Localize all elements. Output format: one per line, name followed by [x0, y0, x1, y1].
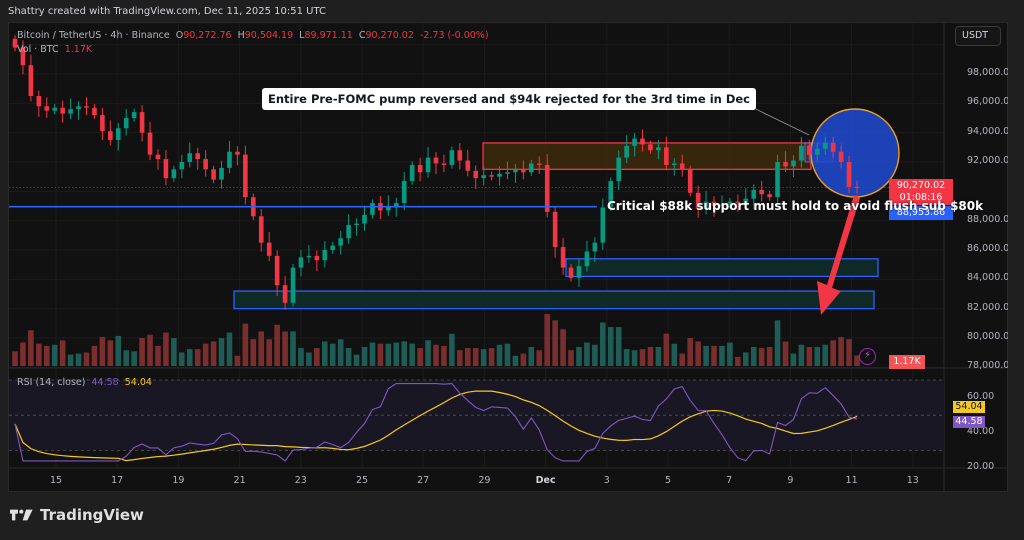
time-axis-label: 21 — [233, 475, 246, 486]
currency-button[interactable]: USDT — [955, 26, 1001, 46]
time-axis-label: 15 — [49, 475, 63, 486]
time-axis-label: 17 — [111, 475, 124, 486]
brand-name: TradingView — [40, 506, 144, 524]
symbol-exchange: Binance — [131, 30, 170, 41]
rsi-axis-label: 60.00 — [967, 390, 995, 402]
price-axis-label: 96,000.00 — [967, 96, 1016, 108]
rsi-legend: RSI (14, close) 44.58 54.04 — [17, 377, 152, 388]
tradingview-logo[interactable]: TradingView — [10, 506, 144, 524]
ohlc-open: 90,272.76 — [183, 30, 232, 41]
rsi-axis-label: 40.00 — [967, 425, 995, 437]
price-axis-label: 92,000.00 — [967, 155, 1016, 166]
rsi-label[interactable]: RSI (14, close) — [17, 377, 86, 388]
rsi-value-tag: 44.58 — [953, 416, 985, 428]
price-axis-label: 88,000.00 — [967, 213, 1016, 225]
ohlc-close: 90,270.02 — [365, 30, 414, 41]
time-axis-label: 7 — [726, 475, 733, 486]
rsi-axis-label: 20.00 — [967, 461, 995, 472]
last-price-tag: 90,270.02 01:08:16 — [889, 179, 953, 205]
ohlc-low: 89,971.11 — [304, 30, 353, 41]
time-axis-label: 13 — [906, 475, 919, 486]
callout-fomc-rejection[interactable]: Entire Pre-FOMC pump reversed and $94k r… — [262, 88, 757, 110]
tradingview-logo-icon — [10, 509, 33, 521]
symbol-interval: 4h — [110, 30, 123, 41]
price-axis-label: 86,000.00 — [967, 243, 1016, 254]
price-axis-label: 84,000.00 — [967, 272, 1016, 284]
time-axis-label: 11 — [845, 475, 858, 486]
symbol-legend: Bitcoin / TetherUS · 4h · Binance O90,27… — [17, 30, 489, 55]
rsi-value: 44.58 — [91, 377, 119, 388]
time-axis-label: 19 — [172, 475, 185, 486]
price-axis-label: 98,000.00 — [967, 67, 1016, 78]
time-axis-label: 27 — [417, 475, 430, 486]
time-axis-label: Dec — [535, 475, 556, 486]
rsi-ma-tag: 54.04 — [953, 401, 985, 413]
volume-tag: 1.17K — [889, 355, 925, 369]
price-chart-canvas[interactable] — [9, 23, 1009, 493]
support-annotation-text[interactable]: Critical $88k support must hold to avoid… — [607, 199, 984, 213]
ohlc-high: 90,504.19 — [244, 30, 294, 41]
symbol-name[interactable]: Bitcoin / TetherUS — [17, 30, 102, 41]
window-edge — [1008, 22, 1024, 492]
price-axis-label: 78,000.00 — [967, 360, 1016, 372]
price-axis-label: 82,000.00 — [967, 301, 1016, 313]
ohlc-change: -2.73 (-0.00%) — [419, 30, 489, 41]
chart-pane[interactable]: Bitcoin / TetherUS · 4h · Binance O90,27… — [8, 22, 1015, 493]
support-price-tag: 88,953.86 — [889, 206, 953, 220]
snapshot-credit: Shattry created with TradingView.com, De… — [8, 6, 326, 17]
price-axis-label: 94,000.00 — [967, 125, 1016, 137]
volume-label[interactable]: Vol · BTC — [17, 44, 59, 55]
bar-countdown: 01:08:16 — [899, 192, 943, 203]
lightning-icon[interactable]: ⚡ — [859, 348, 876, 365]
price-axis-label: 80,000.00 — [967, 331, 1016, 342]
time-axis-label: 9 — [787, 475, 794, 486]
time-axis-label: 25 — [355, 475, 369, 486]
time-axis-label: 29 — [478, 475, 491, 486]
volume-value: 1.17K — [64, 44, 93, 55]
rsi-ma-value: 54.04 — [124, 377, 152, 388]
time-axis-label: 3 — [603, 475, 610, 486]
time-axis-label: 5 — [664, 475, 672, 486]
time-axis-label: 23 — [294, 475, 307, 486]
